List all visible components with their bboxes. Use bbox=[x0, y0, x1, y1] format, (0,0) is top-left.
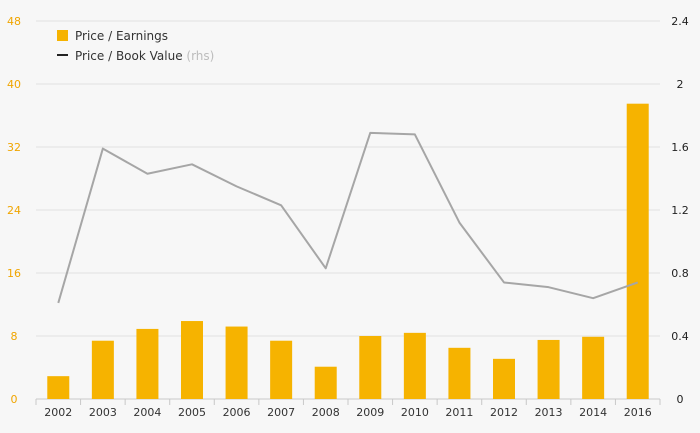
bar-price-earnings bbox=[136, 328, 159, 399]
y-tick-right: 0.8 bbox=[671, 267, 689, 280]
bar-price-earnings bbox=[403, 332, 426, 399]
x-tick-label: 2012 bbox=[490, 406, 518, 419]
bar-price-earnings bbox=[448, 347, 471, 399]
x-tick-label: 2002 bbox=[44, 406, 72, 419]
y-tick-left: 48 bbox=[7, 15, 21, 28]
y-tick-right: 1.2 bbox=[671, 204, 689, 217]
bar-price-earnings bbox=[47, 376, 70, 399]
x-tick-label: 2009 bbox=[356, 406, 384, 419]
x-tick-label: 2013 bbox=[535, 406, 563, 419]
y-tick-left: 32 bbox=[7, 141, 21, 154]
x-tick-label: 2006 bbox=[223, 406, 251, 419]
x-tick-label: 2016 bbox=[624, 406, 652, 419]
bar-price-earnings bbox=[582, 336, 605, 399]
y-tick-right: 0 bbox=[677, 393, 684, 406]
x-tick-label: 2007 bbox=[267, 406, 295, 419]
legend-swatch-price-earnings bbox=[57, 30, 68, 41]
y-tick-left: 40 bbox=[7, 78, 21, 91]
bar-price-earnings bbox=[626, 103, 649, 399]
x-tick-label: 2004 bbox=[133, 406, 161, 419]
legend-label-price-earnings: Price / Earnings bbox=[75, 29, 168, 43]
x-tick-label: 2010 bbox=[401, 406, 429, 419]
bar-price-earnings bbox=[270, 340, 293, 399]
y-tick-right: 2.4 bbox=[671, 15, 689, 28]
x-tick-label: 2003 bbox=[89, 406, 117, 419]
legend-label-price-book-value: Price / Book Value (rhs) bbox=[75, 49, 214, 63]
x-tick-label: 2014 bbox=[579, 406, 607, 419]
bar-price-earnings bbox=[314, 366, 337, 399]
bar-price-earnings bbox=[359, 336, 382, 399]
y-tick-right: 1.6 bbox=[671, 141, 689, 154]
y-tick-left: 8 bbox=[11, 330, 18, 343]
y-tick-left: 0 bbox=[11, 393, 18, 406]
y-tick-right: 2 bbox=[677, 78, 684, 91]
line-price-book-value bbox=[57, 131, 639, 304]
y-tick-left: 24 bbox=[7, 204, 21, 217]
bar-price-earnings bbox=[91, 340, 114, 399]
bar-price-earnings bbox=[537, 339, 560, 399]
y-tick-left: 16 bbox=[7, 267, 21, 280]
x-tick-label: 2005 bbox=[178, 406, 206, 419]
x-tick-label: 2008 bbox=[312, 406, 340, 419]
y-tick-right: 0.4 bbox=[671, 330, 689, 343]
bar-price-earnings bbox=[181, 321, 203, 399]
bar-price-earnings bbox=[225, 326, 248, 399]
bar-price-earnings bbox=[493, 358, 515, 399]
x-tick-label: 2011 bbox=[445, 406, 473, 419]
